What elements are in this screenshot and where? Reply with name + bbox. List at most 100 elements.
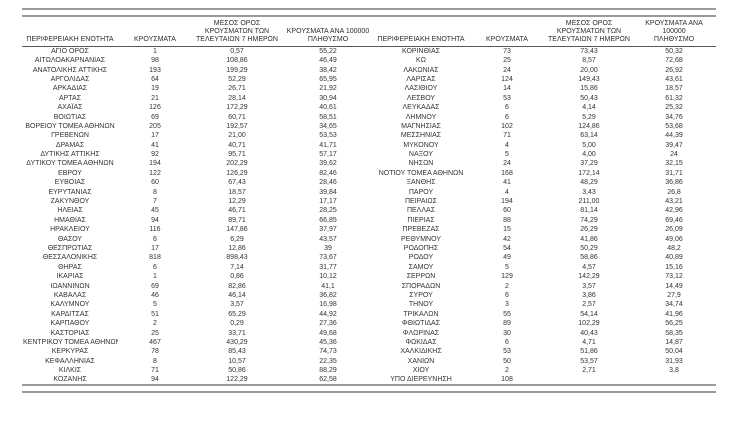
cases-cell-left: 64 (151, 75, 159, 83)
avg7-cell-left: 50,86 (228, 367, 246, 375)
region-cell-left: ΚΕΦΑΛΛΗΝΙΑΣ (45, 357, 95, 365)
col-header-cases-per-100k-left: ΚΡΟΥΣΜΑΤΑ ΑΝΑ 100000 ΠΛΗΘΥΣΜΟ (282, 17, 374, 47)
table-row: ΔΥΤΙΚΗΣ ΑΤΤΙΚΗΣ 92 95,71 57,17 ΝΑΞΟΥ 5 4,00 24 (22, 150, 716, 159)
avg7-cell-right (546, 375, 632, 385)
region-cell-left: ΚΕΡΚΥΡΑΣ (51, 348, 89, 356)
cases-cell-right: 14 (503, 85, 511, 93)
per100k-cell-right: 36,86 (665, 179, 683, 187)
region-cell-left: ΚΑΣΤΟΡΙΑΣ (50, 329, 90, 337)
per100k-cell-right: 15,16 (665, 263, 683, 271)
region-cell-right: ΣΑΜΟΥ (408, 263, 434, 271)
avg7-cell-left: 18,57 (228, 188, 246, 196)
cases-cell-left: 92 (151, 151, 159, 159)
per100k-cell-right: 14,87 (665, 338, 683, 346)
region-cell-left: ΙΩΑΝΝΙΝΩΝ (50, 282, 90, 290)
avg7-cell-left: 898,43 (226, 254, 248, 262)
region-cell-left: ΗΛΕΙΑΣ (57, 207, 83, 215)
cases-cell-right: 30 (503, 329, 511, 337)
regional-cases-table: ΠΕΡΙΦΕΡΕΙΑΚΗ ΕΝΟΤΗΤΑ ΚΡΟΥΣΜΑΤΑ ΜΕΣΟΣ ΟΡΟΣ … (22, 17, 716, 387)
table-row: ΑΓΙΟ ΟΡΟΣ 1 0,57 55,22 ΚΟΡΙΝΘΙΑΣ 73 73,43 50,32 (22, 47, 716, 57)
avg7-cell-right: 41,86 (580, 235, 598, 243)
avg7-cell-left: 12,86 (228, 245, 246, 252)
avg7-cell-right: 5,29 (582, 113, 596, 121)
region-cell-right: ΥΠΟ ΔΙΕΡΕΥΝΗΣΗ (390, 376, 452, 384)
region-cell-right: ΚΩ (416, 57, 426, 65)
cases-cell-right: 54 (503, 245, 511, 252)
region-cell-left: ΚΙΛΚΙΣ (58, 367, 82, 375)
cases-cell-right: 129 (501, 273, 513, 281)
avg7-cell-right: 48,29 (580, 179, 598, 187)
cases-cell-left: 1 (153, 48, 157, 55)
avg7-cell-left: 67,43 (228, 179, 246, 187)
avg7-cell-right: 149,43 (578, 75, 600, 83)
per100k-cell-left: 39 (324, 245, 332, 252)
avg7-cell-right: 26,29 (580, 226, 598, 234)
cases-cell-left: 6 (153, 263, 157, 271)
cases-cell-left: 193 (149, 66, 161, 74)
region-cell-left: ΑΧΑΪΑΣ (57, 104, 83, 112)
per100k-cell-left: 34,65 (319, 122, 337, 130)
per100k-cell-left: 22,35 (319, 357, 337, 365)
per100k-cell-right: 50,32 (665, 48, 683, 55)
avg7-cell-right: 74,29 (580, 216, 598, 224)
cases-cell-right: 55 (503, 310, 511, 318)
region-cell-left: ΘΗΡΑΣ (58, 263, 82, 271)
region-cell-left: ΚΑΒΑΛΑΣ (53, 291, 87, 299)
avg7-cell-right: 3,43 (582, 188, 596, 196)
cases-cell-right: 60 (503, 207, 511, 215)
header-row: ΠΕΡΙΦΕΡΕΙΑΚΗ ΕΝΟΤΗΤΑ ΚΡΟΥΣΜΑΤΑ ΜΕΣΟΣ ΟΡΟΣ … (22, 17, 716, 47)
avg7-cell-left: 430,29 (226, 338, 248, 346)
avg7-cell-right: 211,00 (578, 198, 600, 206)
table-row: ΘΗΡΑΣ 6 7,14 31,77 ΣΑΜΟΥ 5 4,57 15,16 (22, 263, 716, 272)
region-cell-right: ΣΥΡΟΥ (409, 291, 433, 299)
table-row: ΘΕΣΠΡΩΤΙΑΣ 17 12,86 39 ΡΟΔΟΠΗΣ 54 50,29 48,2 (22, 244, 716, 253)
cases-cell-right: 88 (503, 216, 511, 224)
per100k-cell-right: 50,04 (665, 348, 683, 356)
per100k-cell-left: 57,17 (319, 151, 337, 159)
cases-cell-right: 6 (505, 291, 509, 299)
avg7-cell-right: 20,00 (580, 66, 598, 74)
cases-cell-left: 78 (151, 348, 159, 356)
cases-cell-right: 102 (501, 122, 513, 130)
avg7-cell-left: 202,29 (226, 160, 248, 168)
cases-cell-left: 205 (149, 122, 161, 130)
cases-cell-left: 17 (151, 245, 159, 252)
per100k-cell-right: 43,21 (665, 198, 683, 206)
avg7-cell-left: 21,00 (228, 132, 246, 140)
per100k-cell-left: 53,53 (319, 132, 337, 140)
per100k-cell-left: 31,77 (319, 263, 337, 271)
region-cell-left: ΑΡΓΟΛΙΔΑΣ (50, 75, 90, 83)
cases-cell-left: 25 (151, 329, 159, 337)
avg7-cell-left: 89,71 (228, 216, 246, 224)
per100k-cell-right: 48,2 (667, 245, 681, 252)
avg7-cell-left: 0,86 (230, 273, 244, 281)
cases-cell-left: 126 (149, 104, 161, 112)
avg7-cell-left: 0,57 (230, 48, 244, 55)
region-cell-right: ΛΑΡΙΣΑΣ (406, 75, 436, 83)
region-cell-left: ΔΡΑΜΑΣ (55, 141, 85, 149)
per100k-cell-left: 28,46 (319, 179, 337, 187)
region-cell-left: ΕΒΡΟΥ (58, 169, 82, 177)
region-cell-right: ΡΕΘΥΜΝΟΥ (400, 235, 441, 243)
avg7-cell-left: 60,71 (228, 113, 246, 121)
table-row: ΚΕΡΚΥΡΑΣ 78 85,43 74,73 ΧΑΛΚΙΔΙΚΗΣ 53 51,86 50,… (22, 347, 716, 356)
per100k-cell-left: 49,68 (319, 329, 337, 337)
table-row: ΚΕΦΑΛΛΗΝΙΑΣ 8 10,57 22,35 ΧΑΝΙΩΝ 50 53,57 31,93 (22, 357, 716, 366)
region-cell-right: ΝΑΞΟΥ (408, 151, 434, 159)
cases-cell-right: 53 (503, 348, 511, 356)
cases-cell-left: 69 (151, 282, 159, 290)
per100k-cell-right: 34,76 (665, 113, 683, 121)
cases-cell-left: 45 (151, 207, 159, 215)
region-cell-right: ΧΑΝΙΩΝ (407, 357, 435, 365)
region-cell-right: ΜΕΣΣΗΝΙΑΣ (400, 132, 442, 140)
avg7-cell-right: 3,57 (582, 282, 596, 290)
per100k-cell-right: 31,71 (665, 169, 683, 177)
cases-cell-left: 94 (151, 376, 159, 384)
region-cell-left: ΚΟΖΑΝΗΣ (53, 376, 87, 384)
cases-cell-right: 50 (503, 357, 511, 365)
region-cell-left: ΒΟΡΕΙΟΥ ΤΟΜΕΑ ΑΘΗΝΩΝ (25, 122, 115, 130)
region-cell-right: ΠΑΡΟΥ (408, 188, 434, 196)
table-row: ΚΑΣΤΟΡΙΑΣ 25 33,71 49,68 ΦΛΩΡΙΝΑΣ 30 40,43 58,3… (22, 328, 716, 337)
per100k-cell-right: 58,35 (665, 329, 683, 337)
